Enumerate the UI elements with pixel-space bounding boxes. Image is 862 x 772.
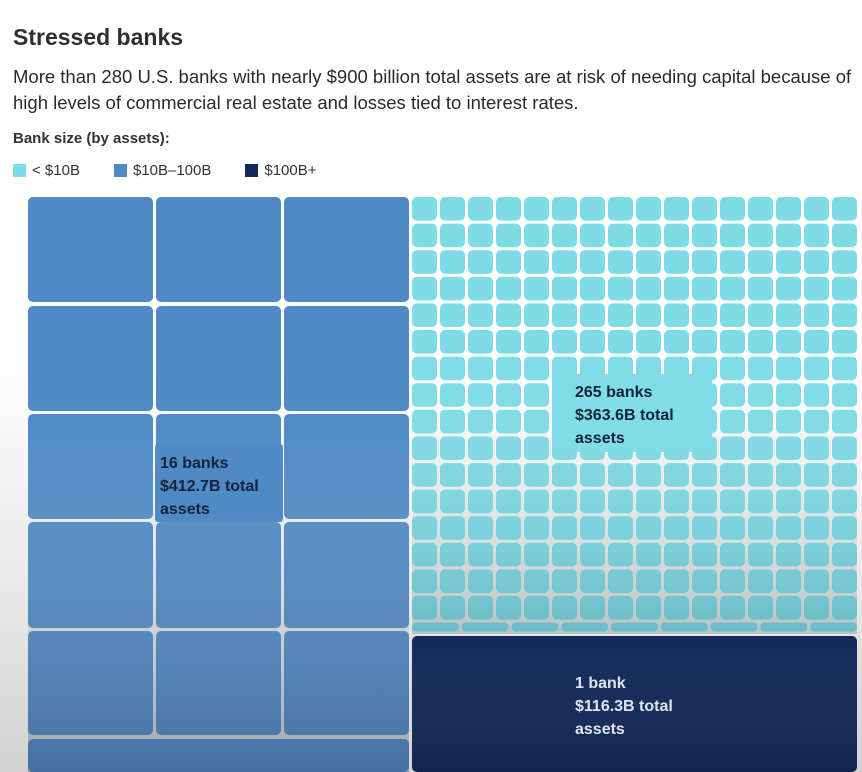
- legend: < $10B $10B–100B $100B+: [13, 161, 351, 179]
- label-backing-small: [552, 374, 712, 452]
- label-mid-banks: 16 banks $412.7B total assets: [160, 452, 259, 521]
- legend-item-large: $100B+: [245, 161, 317, 179]
- label-large-line-3: assets: [575, 721, 625, 738]
- label-large-banks: 1 bank $116.3B total assets: [575, 672, 673, 741]
- label-backing-mid: [155, 444, 283, 522]
- shade-large: [412, 636, 857, 772]
- chart-subtitle: More than 280 U.S. banks with nearly $90…: [13, 66, 852, 113]
- legend-swatch-large: [245, 163, 259, 177]
- legend-title: Bank size (by assets):: [13, 130, 170, 147]
- chart-title: Stressed banks: [13, 24, 184, 50]
- label-small-line-3: assets: [575, 430, 625, 447]
- label-mid-line-3: assets: [160, 501, 210, 518]
- legend-swatch-small: [13, 163, 26, 177]
- legend-label-mid: $10B–100B: [132, 161, 212, 179]
- legend-swatch-mid: [113, 163, 127, 177]
- label-small-line-1: 265 banks: [575, 384, 653, 401]
- legend-label-small: < $10B: [32, 161, 80, 179]
- legend-item-small: < $10B: [13, 162, 80, 179]
- legend-label-large: $100B+: [264, 161, 317, 179]
- label-large-line-1: 1 bank: [575, 675, 626, 692]
- label-small-banks: 265 banks $363.6B total assets: [575, 381, 674, 450]
- label-mid-line-2: $412.7B total: [160, 478, 259, 495]
- legend-item-mid: $10B–100B: [113, 161, 212, 179]
- label-large-line-2: $116.3B total: [575, 698, 673, 715]
- treemap-shading: [28, 197, 857, 772]
- label-mid-line-1: 16 banks: [160, 455, 229, 472]
- label-small-line-2: $363.6B total: [575, 407, 674, 424]
